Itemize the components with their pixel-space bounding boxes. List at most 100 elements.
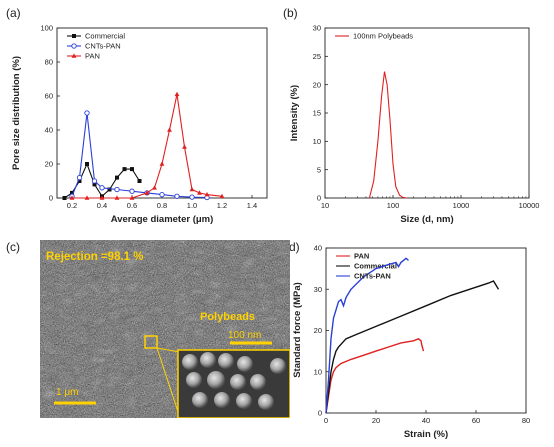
legend-label: PAN — [85, 52, 100, 61]
x-tick-label: 1000 — [453, 201, 470, 210]
legend-marker — [71, 43, 77, 49]
x-tick-label: 10000 — [519, 201, 540, 210]
series-line-pan — [325, 337, 425, 414]
x-tick-label: 100 — [387, 201, 400, 210]
panel-label-a: (a) — [6, 6, 21, 20]
y-tick-label: 0 — [318, 409, 322, 418]
data-point — [70, 190, 74, 195]
chart-d-group: 0 20 40 60 80 0 10 20 30 40 Strain (%) Standard for… — [292, 244, 530, 440]
x-axis-label: Size (d, nm) — [400, 214, 453, 225]
series-line-cnts-pan — [71, 112, 208, 199]
data-point — [115, 175, 119, 180]
x-tick-label: 60 — [472, 416, 480, 425]
data-point — [99, 195, 105, 200]
data-point — [114, 195, 120, 200]
legend-label: CNTs-PAN — [354, 272, 391, 281]
legend-label: 100nm Polybeads — [353, 32, 413, 41]
legend-marker — [71, 53, 77, 58]
series-line-100nm-polybeads — [368, 71, 407, 199]
data-point — [159, 161, 165, 166]
y-tick-label: 30 — [314, 285, 322, 294]
data-point — [197, 190, 202, 195]
sem-micrograph: Rejection =98.1 % Polybeads 100 nm 1 μm — [40, 240, 290, 418]
plot-frame — [56, 27, 268, 199]
data-point — [204, 194, 210, 201]
x-tick-label: 1.0 — [187, 201, 197, 210]
x-tick-label: 0.4 — [97, 201, 107, 210]
series-line-pan — [72, 94, 223, 199]
y-tick-label: 60 — [45, 92, 53, 101]
plot-frame — [325, 247, 527, 414]
data-point — [100, 194, 104, 199]
data-point — [91, 178, 98, 184]
data-point — [182, 144, 187, 149]
series-line-commercial — [325, 280, 500, 414]
x-tick-label: 20 — [372, 416, 380, 425]
y-tick-label: 15 — [313, 109, 321, 118]
data-point — [129, 188, 135, 194]
data-point — [144, 190, 150, 196]
x-tick-label: 1.4 — [247, 201, 257, 210]
main-scale-label: 1 μm — [56, 387, 78, 398]
y-tick-label: 80 — [45, 58, 53, 67]
plot-frame — [324, 27, 530, 199]
polybeads-label: Polybeads — [200, 311, 255, 323]
y-tick-label: 0 — [317, 194, 321, 203]
y-tick-label: 40 — [45, 126, 53, 135]
y-tick-label: 10 — [313, 137, 321, 146]
data-point — [69, 193, 75, 199]
data-point — [174, 193, 180, 199]
zoom-line — [156, 347, 181, 418]
data-point — [84, 110, 90, 116]
data-point — [62, 196, 67, 200]
legend-label: Commercial — [354, 262, 397, 271]
data-point — [114, 186, 120, 193]
y-tick-label: 0 — [49, 194, 53, 203]
data-point — [92, 182, 97, 187]
data-point — [122, 167, 127, 172]
x-tick-label: 0.8 — [157, 201, 167, 210]
data-point — [144, 190, 150, 195]
data-point — [69, 195, 75, 200]
data-point — [84, 195, 90, 200]
data-point — [152, 185, 157, 190]
data-point — [167, 127, 172, 132]
x-axis-label: Strain (%) — [404, 429, 448, 440]
legend-label: PAN — [354, 252, 369, 261]
y-tick-label: 40 — [314, 244, 322, 253]
y-axis-label: Standard force (MPa) — [292, 282, 303, 378]
x-tick-label: 10 — [321, 201, 329, 210]
inset-scale-label: 100 nm — [228, 330, 261, 341]
y-axis-label: Pore size distribution (%) — [11, 56, 22, 170]
data-point — [219, 193, 225, 199]
series-line-commercial — [64, 162, 140, 199]
data-point — [77, 179, 82, 183]
data-point — [107, 187, 112, 192]
x-tick-label: 0 — [324, 416, 328, 425]
chart-b-group: 10 100 1000 10000 0 5 10 15 20 25 30 Size (d, nm) In… — [289, 24, 539, 225]
y-tick-label: 5 — [317, 165, 321, 174]
data-point — [174, 91, 180, 97]
chart-a-group: 0.2 0.4 0.6 0.8 1.0 1.2 1.4 0 20 40 60 80 100 Average… — [11, 24, 268, 225]
x-axis-label: Average diameter (μm) — [111, 214, 214, 225]
data-point — [130, 167, 134, 172]
data-point — [204, 192, 210, 197]
y-tick-label: 20 — [313, 80, 321, 89]
y-tick-label: 20 — [45, 160, 53, 169]
x-tick-label: 1.2 — [217, 201, 227, 210]
y-tick-label: 25 — [313, 52, 321, 61]
data-point — [129, 195, 135, 200]
panel-label-c: (c) — [6, 240, 20, 254]
rejection-label: Rejection =98.1 % — [46, 251, 143, 263]
data-point — [189, 186, 195, 192]
legend-label: CNTs-PAN — [85, 42, 121, 51]
data-point — [159, 191, 165, 198]
y-tick-label: 20 — [314, 326, 322, 335]
data-point — [85, 162, 89, 166]
data-point — [137, 179, 142, 183]
x-tick-label: 80 — [522, 416, 530, 425]
x-tick-label: 0.2 — [67, 201, 77, 210]
sem-image-panel: Rejection =98.1 % Polybeads 100 nm 1 μm — [40, 240, 290, 418]
y-tick-label: 100 — [40, 24, 53, 33]
y-axis-label: Intensity (%) — [289, 85, 300, 141]
